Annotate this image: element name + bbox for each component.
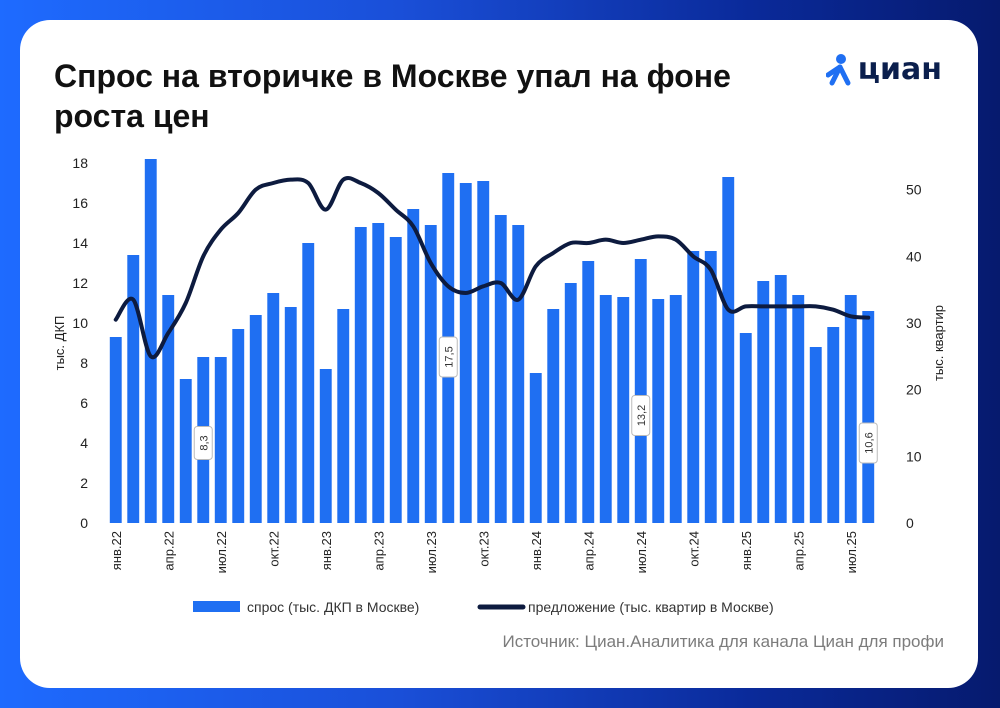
bar bbox=[862, 311, 875, 523]
data-label-box bbox=[631, 394, 651, 436]
y2-tick-label: 40 bbox=[906, 248, 922, 264]
bar bbox=[477, 181, 490, 523]
brand-logo: циан bbox=[825, 52, 942, 87]
y2-tick-label: 50 bbox=[906, 182, 922, 198]
bar bbox=[337, 309, 350, 523]
y2-axis-label: тыс. квартир bbox=[931, 305, 946, 381]
bar bbox=[267, 293, 280, 523]
x-tick-label: янв.24 bbox=[529, 531, 544, 570]
data-label: 13,2 bbox=[631, 394, 651, 436]
y2-tick-label: 0 bbox=[906, 515, 914, 531]
chart: 0 2 4 6 8 10 12 14 16 18 0 10 20 30 40 50 тыс. ДКП тыс. к… bbox=[52, 155, 946, 615]
bar bbox=[459, 183, 472, 523]
bar bbox=[214, 357, 227, 523]
data-label-box bbox=[438, 336, 458, 378]
x-tick-label: окт.23 bbox=[476, 531, 491, 567]
x-tick-label: янв.22 bbox=[109, 531, 124, 570]
bar bbox=[652, 299, 665, 523]
bar bbox=[249, 315, 262, 523]
bar bbox=[529, 373, 542, 523]
y-tick-label: 10 bbox=[72, 315, 88, 331]
bar bbox=[389, 237, 402, 523]
data-label-text: 17,5 bbox=[443, 346, 455, 367]
x-tick-label: апр.24 bbox=[581, 531, 596, 571]
x-tick-label: июл.24 bbox=[634, 531, 649, 573]
data-label-text: 10,6 bbox=[863, 432, 875, 453]
legend-swatch-bars bbox=[193, 601, 240, 612]
x-tick-label: янв.23 bbox=[319, 531, 334, 570]
y2-tick-label: 10 bbox=[906, 448, 922, 464]
pin-person-icon bbox=[825, 53, 851, 85]
card: Спрос на вторичке в Москве упал на фоне … bbox=[20, 20, 978, 688]
bar bbox=[617, 297, 630, 523]
bar bbox=[424, 225, 437, 523]
bar bbox=[179, 379, 192, 523]
bar bbox=[564, 283, 577, 523]
bar bbox=[372, 223, 385, 523]
bar bbox=[144, 159, 157, 523]
y2-tick-label: 30 bbox=[906, 315, 922, 331]
bar bbox=[582, 261, 595, 523]
y-axis-label: тыс. ДКП bbox=[52, 316, 67, 371]
bar bbox=[599, 295, 612, 523]
legend-label-supply: предложение (тыс. квартир в Москве) bbox=[528, 599, 774, 615]
x-tick-label: окт.22 bbox=[266, 531, 281, 567]
data-label: 17,5 bbox=[438, 336, 458, 378]
y-tick-label: 2 bbox=[80, 475, 88, 491]
source-note: Источник: Циан.Аналитика для канала Циан… bbox=[502, 632, 944, 651]
y-tick-label: 14 bbox=[72, 235, 88, 251]
data-label-box bbox=[858, 422, 878, 464]
x-tick-label: июл.25 bbox=[844, 531, 859, 573]
x-tick-label: янв.25 bbox=[739, 531, 754, 570]
bar bbox=[512, 225, 525, 523]
page-title: Спрос на вторичке в Москве упал на фоне … bbox=[54, 58, 731, 134]
bar bbox=[827, 327, 840, 523]
bar bbox=[109, 337, 122, 523]
bar bbox=[722, 177, 735, 523]
bar bbox=[547, 309, 560, 523]
bar bbox=[704, 251, 717, 523]
y-tick-label: 12 bbox=[72, 275, 88, 291]
bar bbox=[669, 295, 682, 523]
bar bbox=[284, 307, 297, 523]
y-tick-label: 0 bbox=[80, 515, 88, 531]
x-tick-label: апр.23 bbox=[371, 531, 386, 571]
bar bbox=[792, 295, 805, 523]
legend-label-demand: спрос (тыс. ДКП в Москве) bbox=[247, 599, 419, 615]
y-tick-label: 6 bbox=[80, 395, 88, 411]
bar bbox=[757, 281, 770, 523]
bar bbox=[634, 259, 647, 523]
x-tick-label: июл.22 bbox=[214, 531, 229, 573]
y-tick-label: 4 bbox=[80, 435, 88, 451]
x-tick-label: июл.23 bbox=[424, 531, 439, 573]
y-tick-label: 16 bbox=[72, 195, 88, 211]
bar bbox=[809, 347, 822, 523]
bar bbox=[302, 243, 315, 523]
y-tick-label: 18 bbox=[72, 155, 88, 171]
x-tick-label: апр.22 bbox=[161, 531, 176, 571]
data-label-text: 8,3 bbox=[198, 435, 210, 450]
data-label-text: 13,2 bbox=[636, 405, 648, 426]
bar bbox=[844, 295, 857, 523]
y-tick-label: 8 bbox=[80, 355, 88, 371]
bar bbox=[232, 329, 245, 523]
bar bbox=[494, 215, 507, 523]
bar bbox=[407, 209, 420, 523]
brand-name: циан bbox=[857, 52, 942, 87]
data-label-box bbox=[193, 426, 213, 460]
data-label: 8,3 bbox=[193, 426, 213, 460]
bar bbox=[774, 275, 787, 523]
y2-tick-label: 20 bbox=[906, 382, 922, 398]
bar bbox=[127, 255, 140, 523]
x-tick-label: окт.24 bbox=[686, 531, 701, 567]
bar bbox=[354, 227, 367, 523]
data-label: 10,6 bbox=[858, 422, 878, 464]
bar bbox=[739, 333, 752, 523]
bar bbox=[162, 295, 175, 523]
bar bbox=[319, 369, 332, 523]
series-line bbox=[113, 176, 871, 360]
bar bbox=[687, 251, 700, 523]
x-tick-label: апр.25 bbox=[791, 531, 806, 571]
